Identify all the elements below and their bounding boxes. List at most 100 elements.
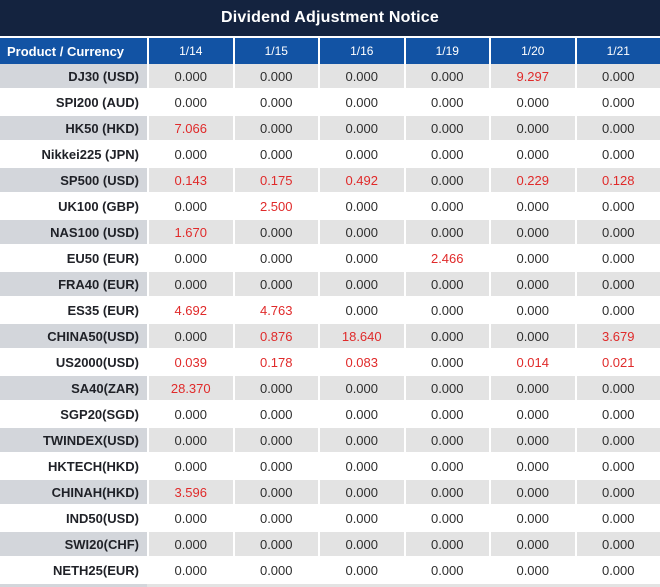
value-cell: 0.000 <box>318 64 404 88</box>
value-cell: 0.000 <box>574 402 660 426</box>
value-cell: 0.000 <box>574 558 660 582</box>
table-row: UK100 (GBP) 0.000 2.500 0.000 0.000 0.000 0.00… <box>0 194 660 220</box>
table-header-row: Product / Currency 1/14 1/15 1/16 1/19 1/20 1… <box>0 36 660 64</box>
value-cell: 0.000 <box>489 532 575 556</box>
value-cell: 0.000 <box>403 142 489 166</box>
value-cell: 0.000 <box>489 142 575 166</box>
value-cell: 0.000 <box>403 532 489 556</box>
value-cell: 0.000 <box>489 376 575 400</box>
table-row: CHINA50(USD) 0.000 0.876 18.640 0.000 0.000 3.… <box>0 324 660 350</box>
value-cell: 0.000 <box>318 558 404 582</box>
value-cell: 0.000 <box>232 532 318 556</box>
value-cell: 0.000 <box>403 350 489 374</box>
value-cell: 0.492 <box>318 168 404 192</box>
table-row: NETH25(EUR) 0.000 0.000 0.000 0.000 0.000 0.00… <box>0 558 660 584</box>
value-cell: 0.000 <box>318 428 404 452</box>
value-cell: 0.000 <box>318 220 404 244</box>
value-cell: 0.000 <box>147 558 233 582</box>
value-cell: 0.000 <box>574 428 660 452</box>
value-cell: 0.000 <box>574 376 660 400</box>
value-cell: 0.000 <box>403 454 489 478</box>
product-cell: Nikkei225 (JPN) <box>0 142 147 166</box>
value-cell: 9.297 <box>489 64 575 88</box>
value-cell: 0.000 <box>232 558 318 582</box>
value-cell: 0.000 <box>232 402 318 426</box>
product-cell: TWINDEX(USD) <box>0 428 147 452</box>
value-cell: 0.000 <box>574 272 660 296</box>
value-cell: 0.000 <box>489 272 575 296</box>
value-cell: 0.000 <box>403 402 489 426</box>
value-cell: 0.014 <box>489 350 575 374</box>
value-cell: 0.000 <box>232 506 318 530</box>
date-column-header: 1/19 <box>403 38 490 64</box>
value-cell: 0.000 <box>147 428 233 452</box>
table-row: EU50 (EUR) 0.000 0.000 0.000 2.466 0.000 0.000 <box>0 246 660 272</box>
value-cell: 3.679 <box>574 324 660 348</box>
product-cell: CHINA50(USD) <box>0 324 147 348</box>
value-cell: 0.000 <box>574 298 660 322</box>
table-row: SA40(ZAR) 28.370 0.000 0.000 0.000 0.000 0.000 <box>0 376 660 402</box>
value-cell: 3.596 <box>147 480 233 504</box>
product-cell: NAS100 (USD) <box>0 220 147 244</box>
value-cell: 0.000 <box>318 272 404 296</box>
value-cell: 0.000 <box>318 246 404 270</box>
value-cell: 0.000 <box>489 324 575 348</box>
date-column-header: 1/14 <box>147 38 233 64</box>
product-cell: SP500 (USD) <box>0 168 147 192</box>
value-cell: 0.000 <box>403 558 489 582</box>
value-cell: 0.000 <box>403 194 489 218</box>
value-cell: 0.000 <box>318 376 404 400</box>
cutoff-value-cells <box>147 584 660 587</box>
value-cell: 0.000 <box>318 116 404 140</box>
page-title: Dividend Adjustment Notice <box>0 0 660 36</box>
table-row: ES35 (EUR) 4.692 4.763 0.000 0.000 0.000 0.000 <box>0 298 660 324</box>
product-cell: US2000(USD) <box>0 350 147 374</box>
cutoff-product-cell <box>0 584 147 587</box>
value-cell: 0.000 <box>318 532 404 556</box>
value-cell: 0.000 <box>318 506 404 530</box>
table-row: CHINAH(HKD) 3.596 0.000 0.000 0.000 0.000 0.00… <box>0 480 660 506</box>
value-cell: 0.000 <box>232 480 318 504</box>
date-column-header: 1/15 <box>232 38 319 64</box>
value-cell: 0.000 <box>147 506 233 530</box>
value-cell: 0.000 <box>147 532 233 556</box>
table-row: NAS100 (USD) 1.670 0.000 0.000 0.000 0.000 0.0… <box>0 220 660 246</box>
product-cell: EU50 (EUR) <box>0 246 147 270</box>
value-cell: 0.000 <box>489 558 575 582</box>
value-cell: 0.000 <box>147 142 233 166</box>
value-cell: 0.229 <box>489 168 575 192</box>
value-cell: 0.000 <box>318 90 404 114</box>
value-cell: 0.000 <box>232 220 318 244</box>
table-row: SPI200 (AUD) 0.000 0.000 0.000 0.000 0.000 0.0… <box>0 90 660 116</box>
value-cell: 0.000 <box>489 402 575 426</box>
value-cell: 0.000 <box>147 272 233 296</box>
value-cell: 0.178 <box>232 350 318 374</box>
value-cell: 0.000 <box>574 194 660 218</box>
value-cell: 0.000 <box>147 454 233 478</box>
value-cell: 0.000 <box>489 246 575 270</box>
product-cell: ES35 (EUR) <box>0 298 147 322</box>
product-cell: NETH25(EUR) <box>0 558 147 582</box>
value-cell: 28.370 <box>147 376 233 400</box>
value-cell: 0.000 <box>403 506 489 530</box>
value-cell: 0.000 <box>574 532 660 556</box>
value-cell: 0.000 <box>574 480 660 504</box>
product-currency-header: Product / Currency <box>7 43 125 59</box>
value-cell: 0.000 <box>574 64 660 88</box>
value-cell: 0.000 <box>574 90 660 114</box>
value-cell: 0.000 <box>489 116 575 140</box>
table-row: US2000(USD) 0.039 0.178 0.083 0.000 0.014 0.02… <box>0 350 660 376</box>
table-body: DJ30 (USD) 0.000 0.000 0.000 0.000 9.297 0.000… <box>0 64 660 584</box>
product-cell: SGP20(SGD) <box>0 402 147 426</box>
value-cell: 0.000 <box>232 376 318 400</box>
value-cell: 0.000 <box>574 116 660 140</box>
value-cell: 0.000 <box>318 194 404 218</box>
product-cell: HKTECH(HKD) <box>0 454 147 478</box>
value-cell: 0.000 <box>232 90 318 114</box>
value-cell: 2.466 <box>403 246 489 270</box>
value-cell: 0.000 <box>489 90 575 114</box>
value-cell: 0.000 <box>147 90 233 114</box>
value-cell: 0.000 <box>318 480 404 504</box>
product-cell: SWI20(CHF) <box>0 532 147 556</box>
